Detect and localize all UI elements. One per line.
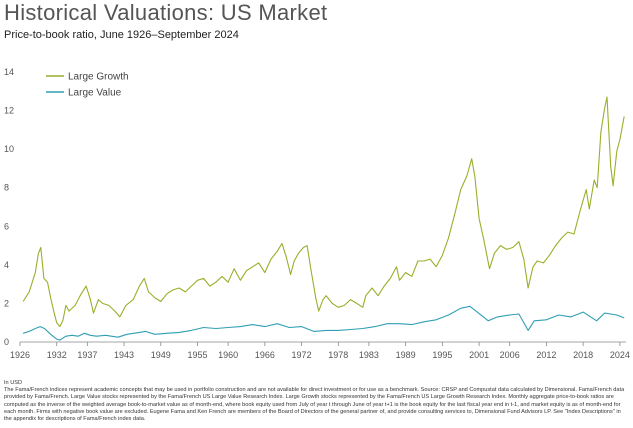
x-tick-label: 1926 (10, 350, 30, 360)
x-tick-label: 2012 (536, 350, 556, 360)
legend-label: Large Value (68, 88, 122, 99)
x-tick-label: 2024 (610, 350, 630, 360)
x-tick-label: 1932 (47, 350, 67, 360)
x-tick-label: 1955 (187, 350, 207, 360)
y-tick-label: 6 (4, 221, 9, 231)
chart-subtitle: Price-to-book ratio, June 1926–September… (4, 29, 239, 41)
x-tick-label: 1978 (328, 350, 348, 360)
y-tick-label: 10 (4, 144, 14, 154)
y-tick-label: 8 (4, 183, 9, 193)
x-tick-label: 1949 (151, 350, 171, 360)
series-lines (22, 96, 625, 341)
x-tick-label: 1966 (255, 350, 275, 360)
legend-label: Large Growth (68, 72, 129, 83)
x-tick-label: 2018 (573, 350, 593, 360)
series-line-large-value (22, 305, 625, 341)
x-axis-ticks: 1926 1932 1937 1943 1949 1955 1960 1966 1972 1978… (10, 342, 630, 360)
chart-legend: Large Growth Large Value (46, 72, 129, 99)
x-tick-label: 1943 (114, 350, 134, 360)
y-tick-label: 12 (4, 106, 14, 116)
chart-plot: 0 2 4 6 8 10 12 14 1926 1932 1937 1943 1949 1955 1960… (4, 67, 630, 360)
footnotes: In USD The Fama/French indices represent… (4, 380, 629, 423)
y-tick-label: 14 (4, 67, 14, 77)
x-tick-label: 1937 (77, 350, 97, 360)
y-tick-label: 0 (4, 337, 9, 347)
x-tick-label: 1995 (432, 350, 452, 360)
chart-title: Historical Valuations: US Market (4, 0, 328, 25)
y-tick-label: 2 (4, 298, 9, 308)
y-axis-ticks: 0 2 4 6 8 10 12 14 (4, 67, 14, 347)
x-tick-label: 1989 (396, 350, 416, 360)
footnote-disclaimer: The Fama/French indices represent academ… (4, 387, 625, 423)
x-tick-label: 2001 (469, 350, 489, 360)
x-tick-label: 1972 (292, 350, 312, 360)
x-tick-label: 1983 (359, 350, 379, 360)
series-line-large-growth (22, 96, 625, 328)
x-tick-label: 2006 (500, 350, 520, 360)
footnote-currency: In USD (4, 380, 23, 386)
y-tick-label: 4 (4, 260, 9, 270)
x-tick-label: 1960 (218, 350, 238, 360)
